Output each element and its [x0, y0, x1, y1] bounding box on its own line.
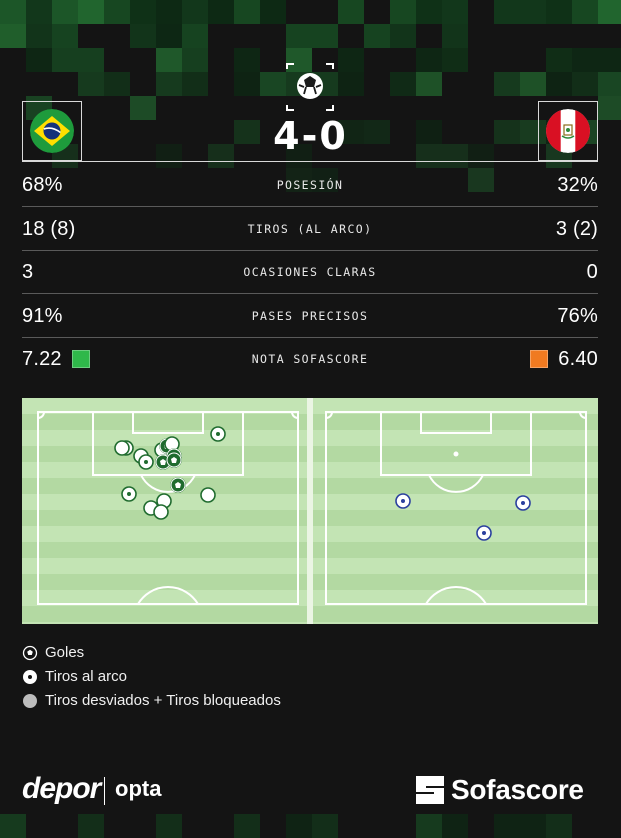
peru-flag-icon — [546, 109, 590, 153]
legend-off-target-label: Tiros desviados + Tiros bloqueados — [45, 692, 281, 709]
legend-on-target-label: Tiros al arco — [45, 668, 127, 685]
home-shot-1 — [114, 440, 130, 456]
away-half-pitch — [325, 411, 587, 605]
possession-away: 32% — [557, 173, 598, 196]
home-shot-12 — [121, 486, 137, 502]
legend-off-target: Tiros desviados + Tiros bloqueados — [22, 692, 281, 709]
legend-goals-label: Goles — [45, 644, 85, 661]
stat-row-big-chances: 3 OCASIONES CLARAS 0 — [22, 250, 598, 294]
opta-logo: opta — [115, 776, 162, 801]
sofascore-wordmark: Sofascore — [451, 774, 584, 805]
stat-divider — [22, 250, 598, 251]
rating-away-color-badge — [530, 350, 549, 368]
home-shot-3 — [138, 454, 154, 470]
rating-label: NOTA SOFASCORE — [251, 352, 369, 366]
shots-home: 18 (8) — [22, 217, 76, 240]
rating-home-color-badge — [71, 350, 90, 368]
away-team-flag-box — [538, 101, 598, 161]
shots-label: TIROS (AL ARCO) — [247, 222, 373, 236]
home-shot-9 — [166, 452, 182, 468]
legend-goals: Goles — [22, 644, 84, 661]
stat-row-shots: 18 (8) TIROS (AL ARCO) 3 (2) — [22, 207, 598, 251]
match-ball-icon — [286, 63, 334, 111]
stat-divider — [22, 293, 598, 294]
legend-on-target: Tiros al arco — [22, 668, 127, 685]
away-shot-1 — [515, 495, 531, 511]
away-shot-2 — [476, 525, 492, 541]
shots-away: 3 (2) — [555, 217, 598, 240]
header-divider — [22, 161, 598, 162]
stat-row-possession: 68% POSESIÓN 32% — [22, 163, 598, 207]
pitch-divider — [307, 398, 313, 624]
match-score: 4-0 — [273, 114, 348, 158]
passes-away: 76% — [557, 304, 598, 327]
stat-divider — [22, 337, 598, 338]
on-target-icon — [23, 669, 37, 684]
home-half-pitch — [37, 411, 299, 605]
soccer-ball-icon — [22, 645, 38, 660]
sofascore-logo-icon — [416, 776, 444, 804]
footer-divider — [104, 777, 105, 805]
rating-away: 6.40 — [558, 347, 598, 370]
passes-label: PASES PRECISOS — [251, 309, 369, 323]
possession-label: POSESIÓN — [276, 178, 344, 192]
rating-home-group: 7.22 — [22, 348, 90, 371]
stat-row-rating: 7.22 NOTA SOFASCORE 6.40 — [22, 337, 598, 381]
passes-home: 91% — [22, 304, 63, 327]
home-shot-16 — [153, 504, 169, 520]
away-shot-0 — [395, 493, 411, 509]
brazil-flag-icon — [30, 109, 74, 153]
home-team-flag-box — [22, 101, 82, 161]
rating-away-group: 6.40 — [530, 348, 598, 371]
stat-divider — [22, 206, 598, 207]
stat-row-passes: 91% PASES PRECISOS 76% — [22, 294, 598, 338]
home-shot-13 — [200, 487, 216, 503]
off-target-icon — [23, 693, 37, 708]
home-shot-11 — [170, 477, 186, 493]
big-chances-label: OCASIONES CLARAS — [243, 265, 377, 279]
possession-home: 68% — [22, 173, 63, 196]
big-chances-home: 3 — [22, 260, 34, 283]
home-shot-10 — [210, 426, 226, 442]
big-chances-away: 0 — [586, 260, 598, 283]
shot-map — [22, 398, 598, 624]
depor-logo: depor — [22, 772, 101, 805]
rating-home: 7.22 — [22, 347, 62, 370]
